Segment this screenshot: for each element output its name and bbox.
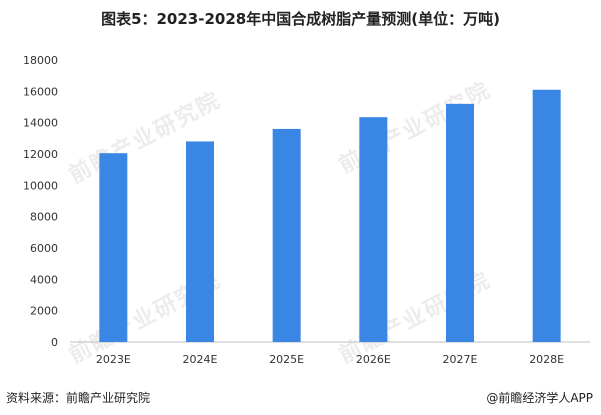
bar: [186, 141, 214, 342]
y-tick-label: 12000: [23, 148, 58, 161]
bar: [272, 128, 301, 342]
x-tick-label: 2027E: [443, 353, 478, 366]
brand-credit: @前瞻经济学人APP: [486, 391, 593, 405]
x-tick-label: 2023E: [96, 353, 131, 366]
bar: [99, 153, 128, 342]
y-tick-label: 2000: [30, 305, 58, 318]
source-note: 资料来源：前瞻产业研究院: [6, 391, 151, 405]
bar: [532, 89, 561, 343]
bar: [446, 103, 474, 342]
y-tick-label: 4000: [30, 273, 58, 286]
x-tick-label: 2025E: [269, 353, 304, 366]
y-tick-label: 16000: [23, 85, 58, 98]
y-tick-label: 6000: [30, 242, 58, 255]
x-tick-label: 2026E: [356, 353, 391, 366]
y-tick-label: 18000: [23, 54, 58, 67]
y-tick-label: 10000: [23, 179, 58, 192]
y-tick-label: 14000: [23, 117, 58, 130]
bar: [359, 117, 388, 342]
x-tick-label: 2024E: [183, 353, 218, 366]
y-tick-label: 8000: [30, 211, 58, 224]
x-tick-label: 2028E: [529, 353, 564, 366]
chart-title: 图表5：2023-2028年中国合成树脂产量预测(单位：万吨): [101, 10, 500, 28]
y-tick-label: 0: [51, 336, 58, 349]
